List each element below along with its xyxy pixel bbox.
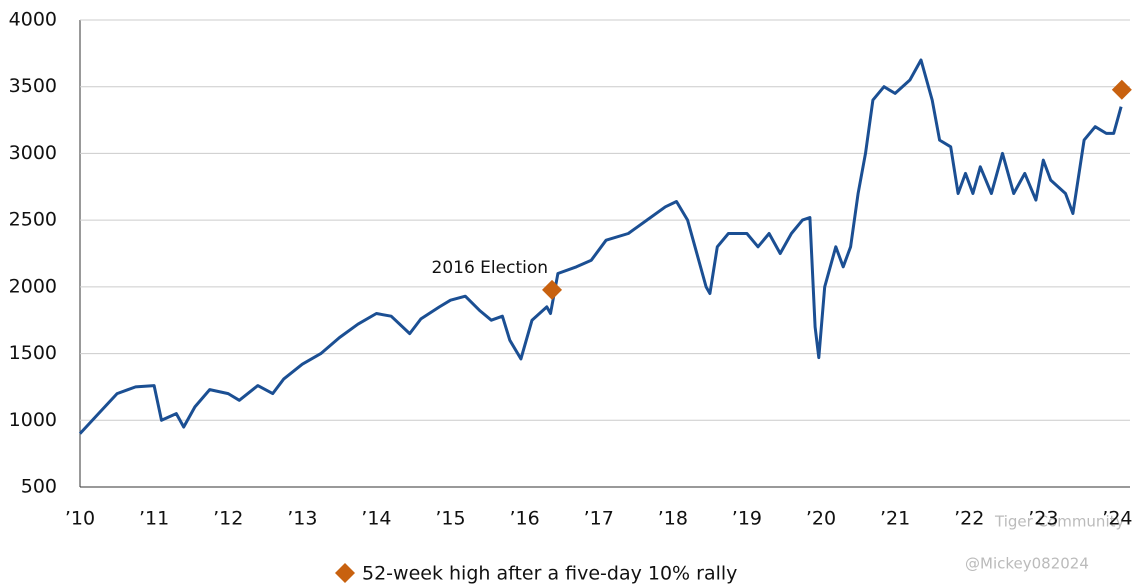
x-tick-label: ’10 — [65, 508, 95, 530]
watermark-brand: Tiger Community — [994, 513, 1124, 531]
legend-marker — [335, 563, 355, 583]
x-tick-label: ’19 — [732, 508, 762, 530]
x-tick-label: ’13 — [287, 508, 317, 530]
x-tick-label: ’17 — [584, 508, 614, 530]
watermark-user: @Mickey082024 — [965, 555, 1089, 573]
line — [78, 58, 1123, 435]
y-tick-label: 1500 — [9, 342, 57, 364]
x-tick-label: ’24 — [1102, 508, 1132, 530]
y-tick-label: 500 — [21, 476, 57, 498]
x-tick-label: ’23 — [1028, 508, 1058, 530]
y-tick-label: 3500 — [9, 75, 57, 97]
highlight-marker — [542, 279, 563, 300]
y-tick-label: 1000 — [9, 409, 57, 431]
x-tick-label: ’18 — [658, 508, 688, 530]
x-tick-label: ’16 — [509, 508, 539, 530]
y-tick-label: 4000 — [9, 9, 57, 31]
y-tick-label: 2000 — [9, 275, 57, 297]
x-tick-label: ’15 — [435, 508, 465, 530]
x-tick-label: ’14 — [361, 508, 391, 530]
x-tick-label: ’22 — [954, 508, 984, 530]
legend-label: 52-week high after a five-day 10% rally — [362, 563, 737, 585]
x-tick-label: ’12 — [213, 508, 243, 530]
x-tick-label: ’20 — [806, 508, 836, 530]
x-tick-label: ’11 — [139, 508, 169, 530]
x-tick-label: ’21 — [880, 508, 910, 530]
y-tick-label: 3000 — [9, 142, 57, 164]
y-tick-label: 2500 — [9, 209, 57, 231]
highlight-marker — [1111, 79, 1132, 100]
annotation: 2016 Election — [432, 258, 549, 278]
